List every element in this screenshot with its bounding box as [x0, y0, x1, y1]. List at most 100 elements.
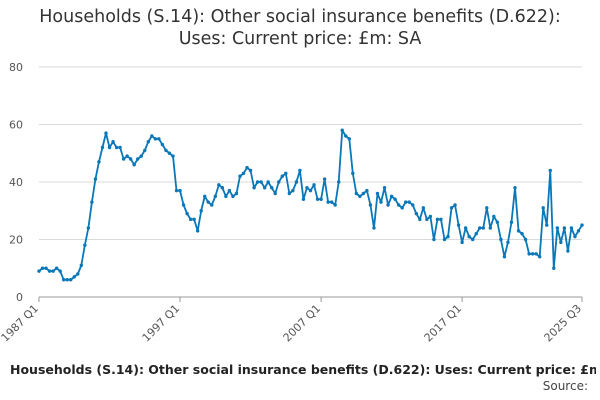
data-point: [499, 237, 503, 242]
data-point: [160, 142, 165, 147]
footer-source: Source:: [542, 379, 588, 393]
data-point: [396, 203, 401, 207]
data-point: [555, 226, 560, 230]
data-point: [361, 191, 366, 196]
x-tick-label: 1997 Q1: [140, 302, 183, 345]
data-point: [128, 157, 133, 161]
data-point: [157, 137, 161, 141]
data-point: [262, 186, 267, 190]
data-point: [400, 206, 404, 210]
data-point: [485, 206, 489, 210]
data-point: [478, 226, 482, 230]
chart-title-line-1: Households (S.14): Other social insuranc…: [39, 7, 561, 27]
data-point: [213, 194, 217, 199]
data-point: [37, 269, 41, 273]
data-point: [372, 226, 376, 230]
y-tick-label: 0: [16, 291, 23, 304]
data-point: [315, 197, 320, 201]
data-point: [294, 180, 299, 184]
data-point: [51, 269, 55, 273]
data-point: [217, 183, 221, 187]
data-point: [322, 177, 327, 181]
data-point: [72, 275, 76, 279]
data-point: [97, 160, 101, 164]
data-point: [552, 266, 556, 270]
data-point: [474, 232, 478, 236]
data-point: [136, 157, 140, 161]
data-point: [298, 168, 302, 173]
data-point: [537, 255, 542, 259]
y-tick-label: 40: [9, 176, 23, 189]
data-point: [312, 183, 316, 187]
data-point: [548, 168, 552, 173]
data-point: [125, 154, 129, 158]
data-point: [411, 203, 415, 207]
data-point: [425, 217, 429, 222]
data-point: [492, 214, 496, 219]
data-point: [206, 200, 210, 204]
gridlines: [39, 66, 582, 240]
data-point: [428, 214, 433, 219]
data-point: [47, 269, 52, 273]
data-point: [347, 137, 351, 141]
data-point: [270, 186, 274, 190]
data-point: [255, 180, 260, 184]
x-tick-label: 1987 Q1: [0, 302, 41, 345]
data-point: [203, 194, 207, 199]
y-tick-label: 80: [9, 61, 23, 74]
data-point: [266, 180, 270, 184]
data-point: [86, 226, 91, 230]
data-point: [93, 177, 98, 181]
data-point: [439, 217, 443, 222]
data-point: [291, 188, 295, 193]
data-point: [379, 200, 383, 204]
data-point: [463, 226, 468, 230]
data-point: [470, 237, 475, 242]
data-point: [375, 191, 380, 196]
data-point: [467, 234, 471, 239]
data-point: [104, 131, 108, 135]
data-point: [76, 272, 80, 276]
data-point: [153, 137, 158, 141]
series-line-0: [38, 129, 583, 281]
data-point: [319, 197, 323, 201]
chart-title: Households (S.14): Other social insuranc…: [0, 6, 600, 50]
data-point: [530, 252, 535, 256]
data-point: [576, 229, 581, 233]
data-point: [118, 145, 122, 150]
data-point: [150, 134, 154, 138]
data-point: [277, 180, 281, 184]
data-point: [351, 171, 355, 176]
data-point: [181, 203, 186, 207]
data-point: [407, 200, 411, 204]
data-point: [245, 165, 249, 170]
data-point: [227, 188, 232, 193]
data-point: [40, 266, 45, 270]
data-point: [280, 174, 284, 178]
data-point: [449, 206, 454, 210]
data-point: [453, 203, 457, 207]
y-tick-label: 60: [9, 119, 23, 132]
data-point: [386, 203, 390, 207]
data-point: [523, 237, 528, 242]
data-point: [545, 223, 549, 227]
data-point: [167, 151, 172, 155]
data-point: [308, 188, 313, 193]
data-point: [284, 171, 288, 176]
data-point: [234, 191, 239, 196]
data-point: [224, 194, 228, 199]
data-point: [273, 191, 277, 196]
data-point: [238, 174, 242, 178]
data-point: [188, 217, 193, 222]
data-point: [333, 203, 337, 207]
data-point: [107, 145, 112, 150]
data-point: [506, 240, 510, 245]
x-tick-label: 2017 Q1: [422, 302, 465, 345]
data-point: [432, 237, 436, 242]
y-tick-labels: 0 20 40 60 80: [9, 61, 23, 304]
data-point: [83, 243, 87, 247]
data-point: [488, 226, 493, 230]
data-point: [252, 186, 256, 190]
data-point: [495, 220, 500, 224]
